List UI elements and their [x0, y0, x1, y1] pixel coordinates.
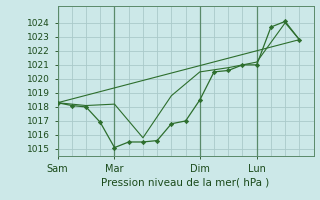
- X-axis label: Pression niveau de la mer( hPa ): Pression niveau de la mer( hPa ): [101, 178, 270, 188]
